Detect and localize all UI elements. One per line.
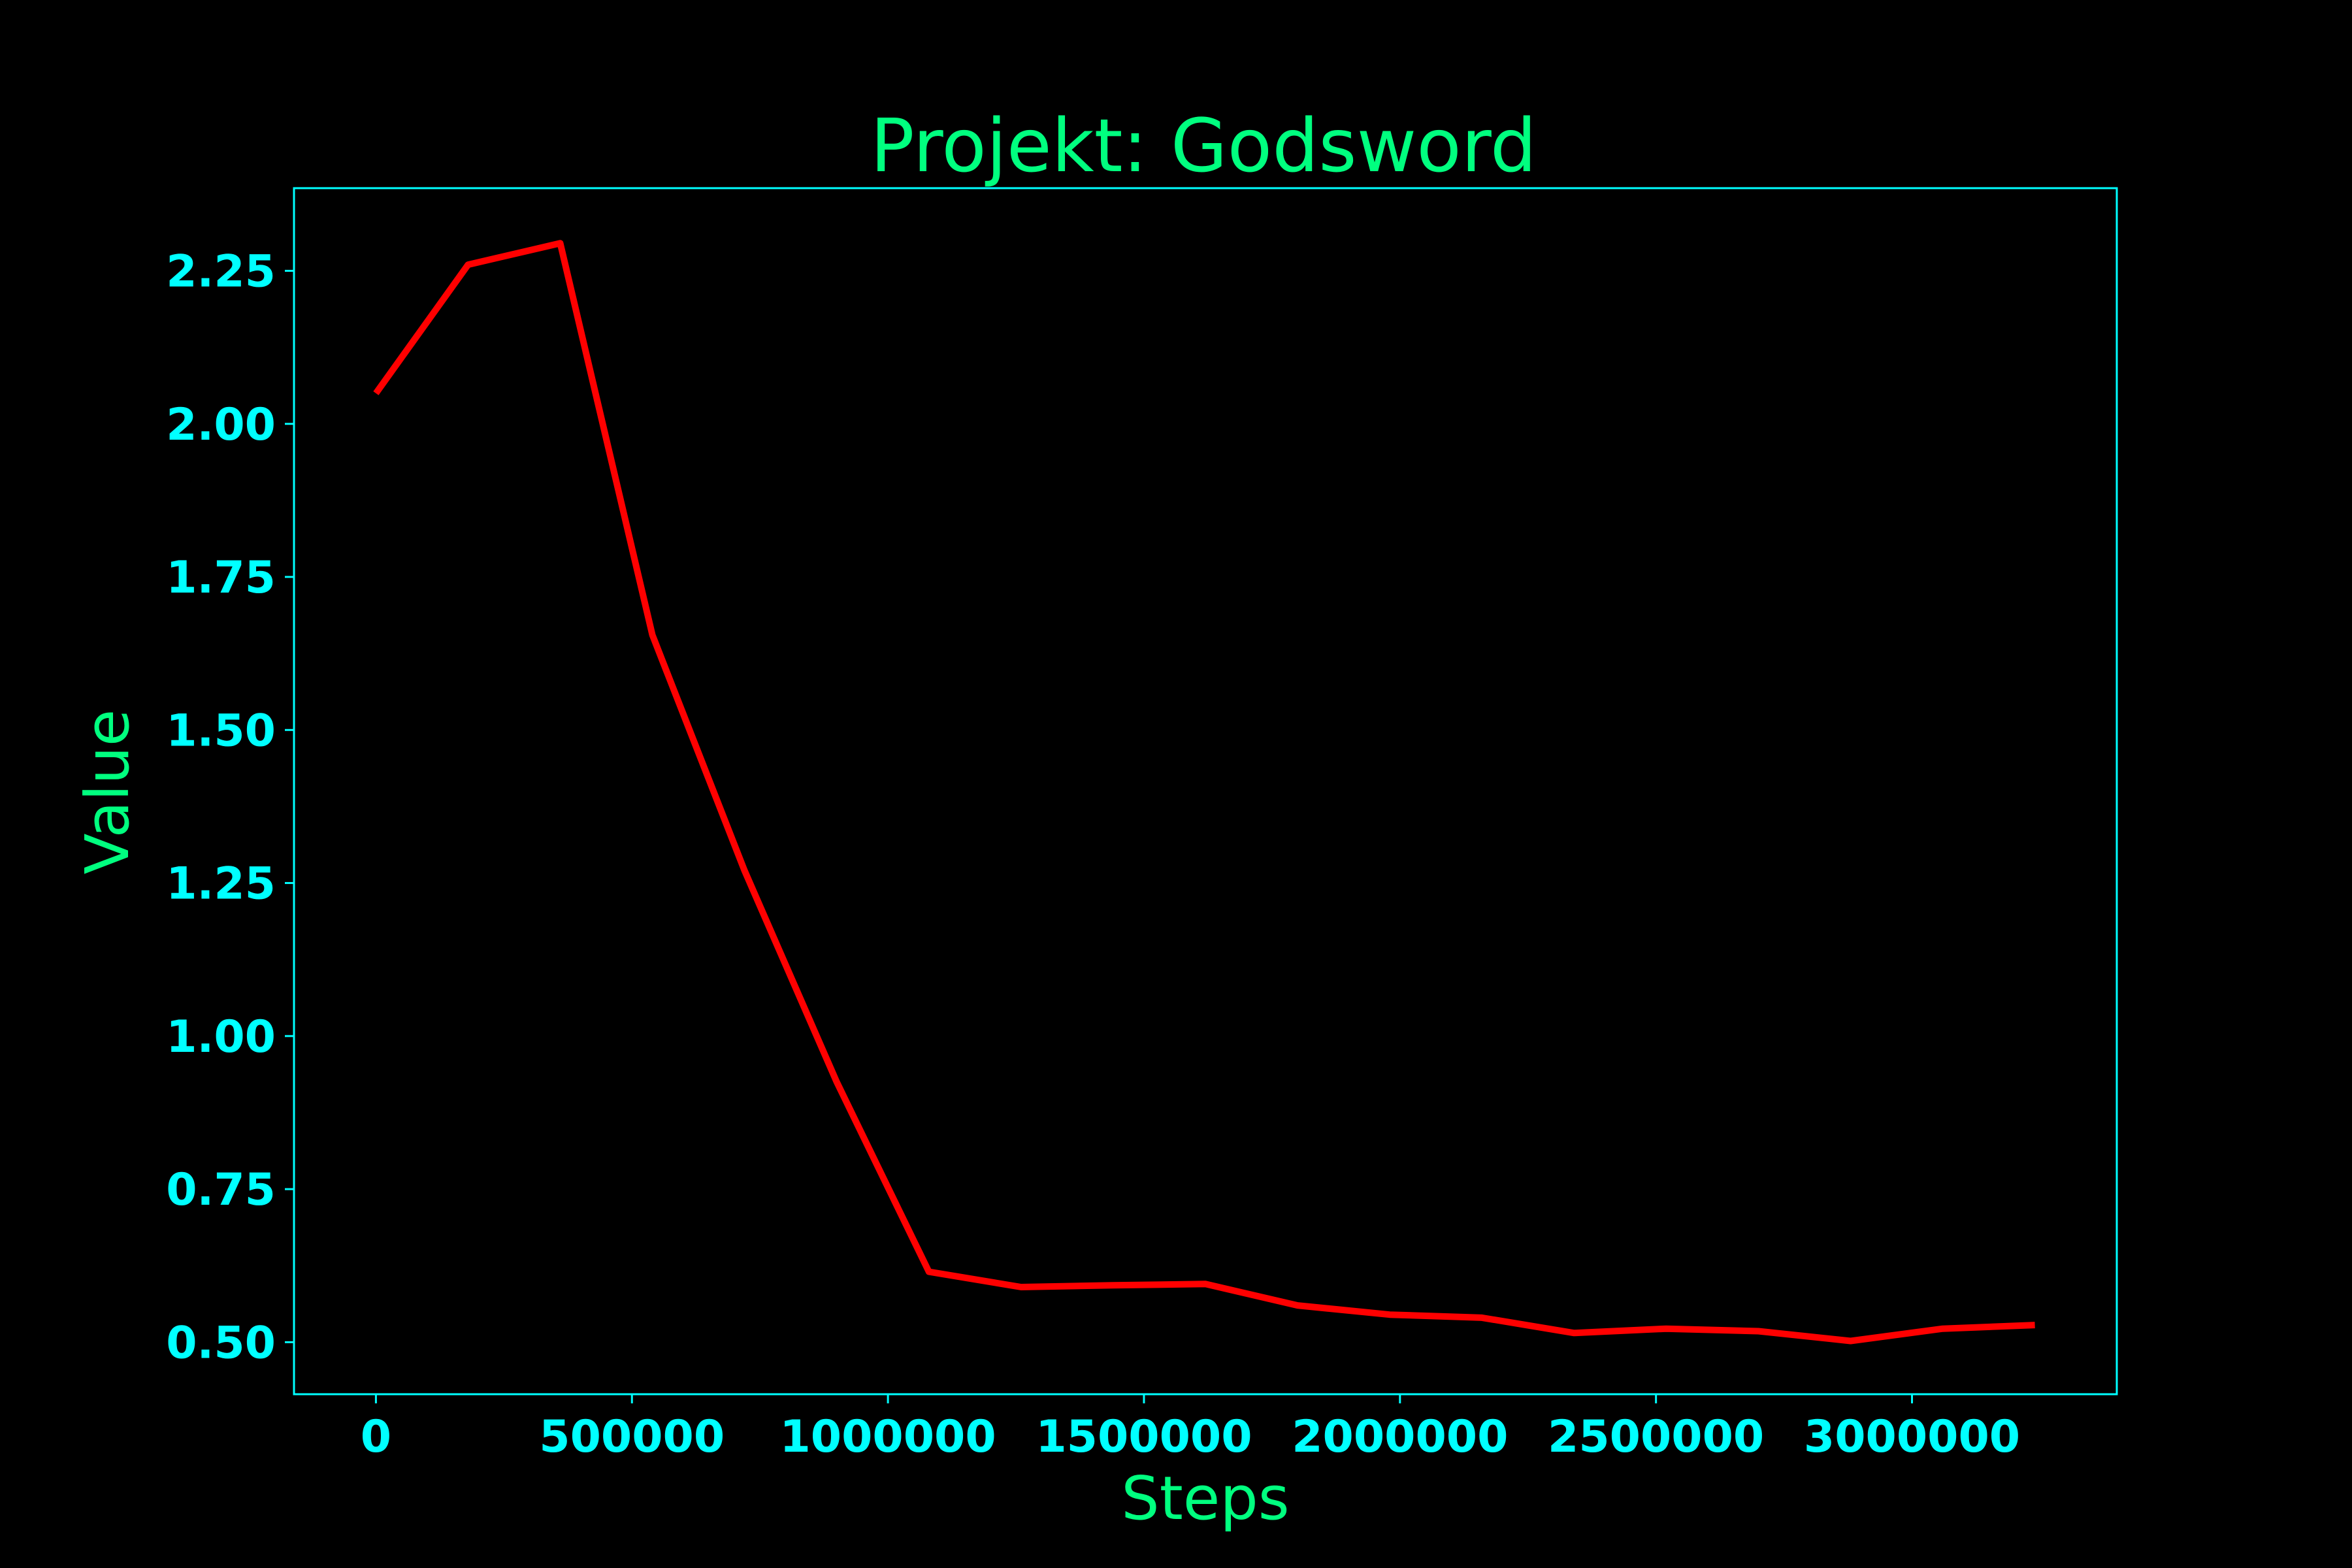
- y-tick-label: 1.25: [166, 858, 276, 910]
- y-tick-label: 1.00: [166, 1011, 276, 1063]
- x-tick-label: 0: [361, 1411, 391, 1463]
- y-tick-label: 0.50: [166, 1317, 276, 1369]
- y-tick-label: 2.00: [166, 399, 276, 451]
- x-tick-label: 1500000: [1036, 1411, 1252, 1463]
- series-lines: [373, 240, 2035, 1345]
- y-tick-label: 2.25: [166, 246, 276, 298]
- y-axis-label: Value: [73, 710, 142, 875]
- x-tick-label: 500000: [539, 1411, 725, 1463]
- x-axis-ticks: 0 500000 1000000 1500000 2000000 2500000 30000…: [361, 1394, 2020, 1463]
- x-tick-label: 2000000: [1292, 1411, 1508, 1463]
- y-tick-label: 0.75: [166, 1164, 276, 1216]
- y-tick-label: 1.75: [166, 552, 276, 604]
- chart-title: Projekt: Godsword: [870, 104, 1537, 189]
- plot-area-frame: [293, 187, 2118, 1396]
- y-tick-label: 1.50: [166, 705, 276, 757]
- x-axis-label: Steps: [1121, 1463, 1289, 1533]
- y-axis-ticks: 0.50 0.75 1.00 1.25 1.50 1.75 2.00 2.25: [166, 246, 294, 1369]
- series-line: [373, 240, 2035, 1345]
- x-tick-label: 2500000: [1548, 1411, 1764, 1463]
- x-tick-label: 1000000: [779, 1411, 996, 1463]
- x-tick-label: 3000000: [1804, 1411, 2020, 1463]
